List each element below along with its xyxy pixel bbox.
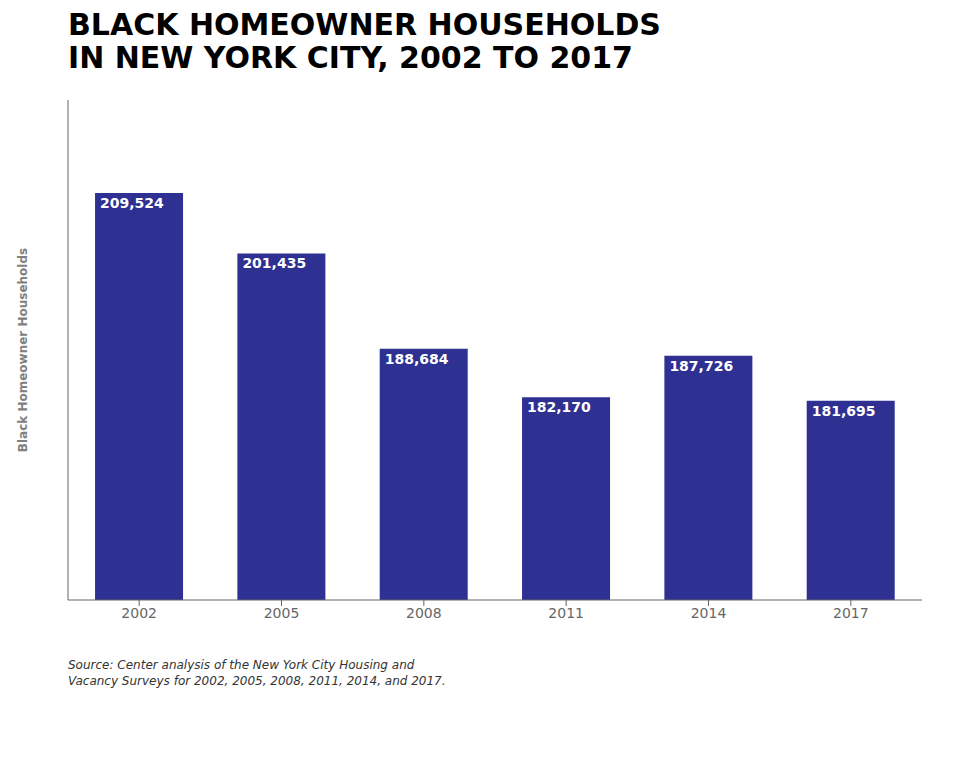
html-text:Source: Center analysis of the: Source: Center analysis of the New York … xyxy=(68,658,415,672)
svg-text:2005: 2005 xyxy=(264,605,300,621)
svg-text:2017: 2017 xyxy=(833,605,869,621)
html-text:Vacancy Surveys for 2002, 2005: Vacancy Surveys for 2002, 2005, 2008, 20… xyxy=(68,673,446,688)
svg-text:188,684: 188,684 xyxy=(385,351,449,367)
svg-text:209,524: 209,524 xyxy=(100,195,164,211)
svg-text:2008: 2008 xyxy=(406,605,442,621)
html-text:BLACK HOMEOWNER HOUSEHOLDS: BLACK HOMEOWNER HOUSEHOLDS xyxy=(68,7,661,42)
html-text:IN NEW YORK CITY, 2002 TO 2017: IN NEW YORK CITY, 2002 TO 2017 xyxy=(68,40,633,75)
svg-text:Black Homeowner Households: Black Homeowner Households xyxy=(16,248,30,452)
svg-text:2014: 2014 xyxy=(691,605,727,621)
svg-text:2011: 2011 xyxy=(548,605,584,621)
svg-text:2002: 2002 xyxy=(121,605,157,621)
svg-text:182,170: 182,170 xyxy=(527,399,591,415)
svg-text:181,695: 181,695 xyxy=(812,403,876,419)
svg-text:187,726: 187,726 xyxy=(669,358,733,374)
svg-text:201,435: 201,435 xyxy=(242,255,306,271)
